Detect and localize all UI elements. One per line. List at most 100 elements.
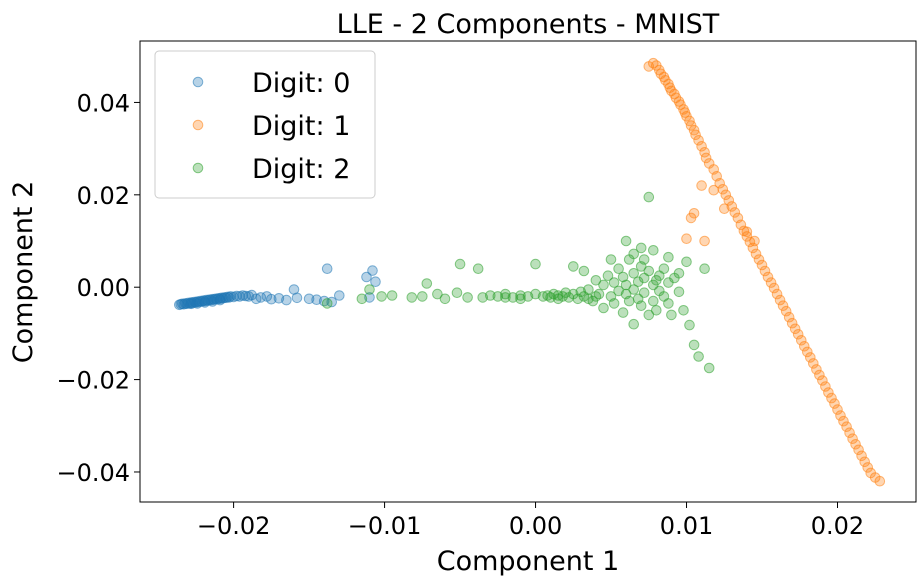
x-axis: −0.02 −0.01 0.00 0.01 0.02 <box>197 502 864 540</box>
point-series-0-50 <box>303 293 315 305</box>
point-series-2-5 <box>406 292 418 303</box>
point-series-2-68 <box>648 295 659 307</box>
point-series-0-49 <box>291 292 303 304</box>
point-series-1-81 <box>696 180 707 191</box>
point-series-2-64 <box>643 191 655 203</box>
point-series-1-45 <box>765 277 777 288</box>
point-series-2-11 <box>454 258 466 270</box>
point-series-1-87 <box>719 203 730 214</box>
point-series-1-40 <box>750 248 762 260</box>
point-series-1-80 <box>874 475 886 487</box>
point-series-2-31 <box>568 261 579 272</box>
point-series-2-39 <box>590 275 602 286</box>
point-series-2-99 <box>590 291 602 302</box>
x-tick-label: −0.01 <box>348 512 422 540</box>
point-series-2-81 <box>681 256 692 268</box>
point-series-2-10 <box>451 287 463 299</box>
point-series-2-12 <box>462 292 473 303</box>
point-series-1-59 <box>808 358 819 369</box>
point-series-1-30 <box>720 189 732 201</box>
point-series-2-1 <box>356 293 368 305</box>
point-series-2-97 <box>552 293 564 305</box>
point-series-2-65 <box>643 265 655 277</box>
y-tick-label: 0.04 <box>77 89 130 117</box>
point-series-2-6 <box>417 291 428 302</box>
legend-label: Digit: 1 <box>252 111 350 142</box>
y-axis: −0.04 −0.02 0.00 0.02 0.04 <box>56 89 140 487</box>
point-series-1-60 <box>811 364 822 375</box>
point-series-0-47 <box>281 294 292 306</box>
point-series-2-43 <box>602 270 614 282</box>
point-series-2-41 <box>598 279 609 291</box>
x-tick-label: −0.02 <box>197 512 271 540</box>
point-series-2-7 <box>421 278 433 289</box>
point-series-1-46 <box>768 282 780 294</box>
x-tick-label: 0.02 <box>811 512 864 540</box>
point-series-2-76 <box>663 298 674 309</box>
point-series-2-8 <box>432 288 443 300</box>
point-series-1-65 <box>826 392 837 404</box>
point-series-2-58 <box>632 276 644 288</box>
point-series-2-15 <box>485 290 496 301</box>
point-series-1-84 <box>681 233 692 244</box>
legend-marker <box>192 119 204 131</box>
point-series-2-90 <box>628 248 640 260</box>
point-series-1-76 <box>859 456 871 468</box>
scatter-points <box>174 57 886 487</box>
point-series-2-86 <box>703 362 715 374</box>
point-series-2-56 <box>628 284 640 295</box>
legend-label: Digit: 2 <box>252 154 350 185</box>
point-series-1-68 <box>835 410 846 421</box>
point-series-2-82 <box>684 319 695 331</box>
point-series-0-53 <box>321 263 333 275</box>
point-series-1-89 <box>749 235 760 247</box>
y-tick-label: −0.02 <box>56 367 130 395</box>
point-series-2-57 <box>628 318 640 330</box>
point-series-1-55 <box>796 335 807 346</box>
point-series-1-86 <box>708 184 720 196</box>
point-series-2-49 <box>617 307 629 318</box>
point-series-1-85 <box>699 235 710 247</box>
x-axis-title: Component 1 <box>437 546 620 577</box>
point-series-2-94 <box>673 268 685 279</box>
point-series-0-55 <box>334 290 345 301</box>
point-series-2-45 <box>608 277 620 288</box>
point-series-1-43 <box>759 265 771 277</box>
point-series-1-74 <box>853 444 864 456</box>
point-series-2-80 <box>678 305 689 316</box>
chart-title: LLE - 2 Components - MNIST <box>337 9 720 40</box>
point-series-1-67 <box>832 404 843 415</box>
point-series-1-75 <box>856 450 867 462</box>
plot-frame <box>139 40 917 503</box>
point-series-2-63 <box>638 287 650 299</box>
point-series-1-31 <box>723 195 735 206</box>
point-series-2-46 <box>608 298 620 309</box>
point-series-1-61 <box>814 369 825 381</box>
point-series-1-21 <box>693 135 704 146</box>
point-series-1-54 <box>792 329 804 340</box>
legend-box <box>154 50 376 199</box>
point-series-1-69 <box>838 415 849 427</box>
point-series-1-22 <box>696 141 707 152</box>
point-series-1-28 <box>714 178 726 189</box>
point-series-1-35 <box>735 219 747 231</box>
point-series-2-91 <box>605 254 617 265</box>
point-series-2-88 <box>635 242 647 254</box>
y-tick-label: 0.00 <box>77 274 130 302</box>
point-series-1-66 <box>829 398 840 409</box>
point-series-1-49 <box>777 300 789 312</box>
point-series-1-63 <box>820 381 831 392</box>
point-series-2-13 <box>472 263 484 275</box>
point-series-1-62 <box>817 375 828 386</box>
point-series-1-71 <box>844 427 855 439</box>
point-series-2-92 <box>638 254 650 265</box>
point-series-2-87 <box>620 235 632 247</box>
point-series-2-61 <box>635 300 647 312</box>
point-series-2-4 <box>386 290 398 301</box>
point-series-1-48 <box>774 294 786 306</box>
point-series-2-89 <box>648 245 659 256</box>
y-tick-label: 0.02 <box>77 182 130 210</box>
point-series-2-93 <box>663 251 674 263</box>
legend-marker <box>192 76 204 88</box>
